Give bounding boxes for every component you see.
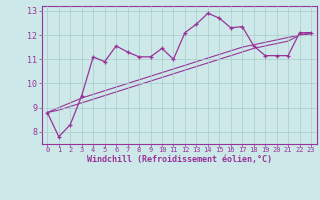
X-axis label: Windchill (Refroidissement éolien,°C): Windchill (Refroidissement éolien,°C) [87,155,272,164]
